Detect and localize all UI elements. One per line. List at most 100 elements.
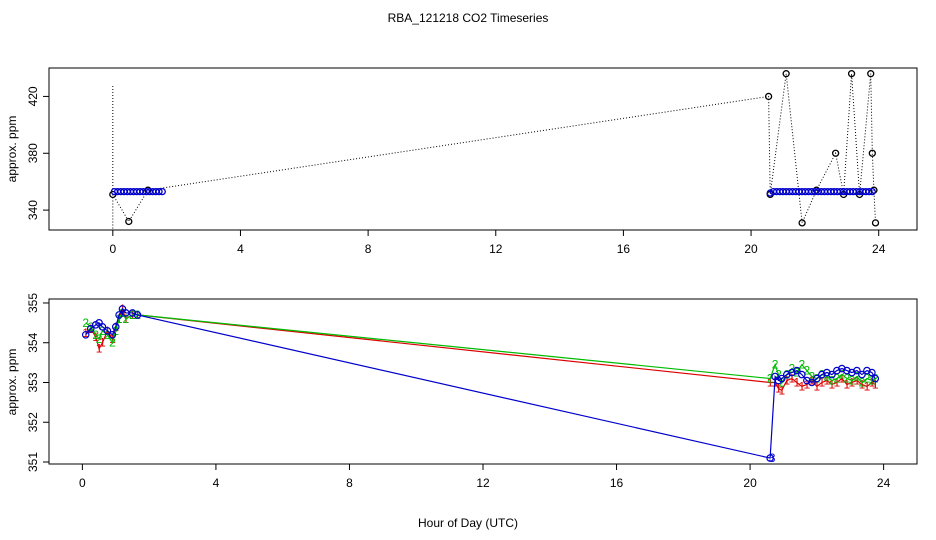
top-series-1-point: [158, 187, 166, 196]
series-3-point: [863, 366, 871, 375]
series-1-point: 1: [803, 377, 810, 391]
series-3-point: [86, 325, 95, 333]
top-panel: approx. ppm 0 4 8 12 16 20 24 340 380 420: [5, 67, 918, 256]
series-3-point: [133, 311, 142, 319]
series-2-point: 2: [116, 312, 123, 326]
series-1-point: 1: [788, 372, 795, 386]
series-2-point: 2: [808, 370, 815, 384]
top-series-0-point: [870, 186, 878, 194]
series-3-point: [103, 327, 112, 335]
series-1-point: 1: [872, 377, 879, 391]
top-x-tick-label: 4: [237, 242, 244, 256]
top-series-0-point: [847, 70, 856, 78]
bottom-x-tick-label: 4: [213, 476, 220, 490]
bottom-y-tick-label: 354: [26, 332, 40, 352]
series-1-point: 1: [834, 375, 841, 389]
series-1-point: 1: [814, 379, 821, 393]
series-3-point: [803, 376, 811, 385]
series-3-point: [98, 323, 107, 331]
series-2-point: 2: [112, 324, 119, 338]
series-1-point: 1: [109, 332, 116, 346]
series-1-point: 1: [869, 375, 876, 389]
top-y-tick-label: 420: [26, 86, 40, 106]
series-3-point: [871, 374, 880, 383]
top-series-0-point: [871, 219, 880, 227]
series-2-point: 2: [87, 320, 94, 334]
series-2-point: 2: [104, 328, 111, 342]
bottom-x-tick-label: 8: [346, 476, 353, 490]
series-2-point: 2: [834, 372, 841, 386]
bottom-x-tick-label: 12: [476, 476, 490, 490]
series-2-point: 2: [864, 372, 871, 386]
series-3-point: [858, 370, 866, 379]
top-series-0-point: [782, 70, 790, 78]
top-series-0-point: [831, 149, 840, 157]
bottom-x-tick-label: 16: [610, 476, 624, 490]
series-3-point: [798, 370, 806, 379]
series-3-point: [868, 368, 876, 377]
series-3-point: [853, 366, 861, 375]
series-3-point: [115, 311, 123, 319]
top-x-tick-label: 16: [617, 242, 631, 256]
series-3-point: [833, 366, 841, 375]
series-3-line: [85, 307, 876, 459]
top-series-0-point: [144, 186, 152, 194]
series-1-point: 1: [829, 377, 836, 391]
series-3-point: [843, 366, 851, 375]
series-1-point: 1: [775, 381, 782, 395]
series-1-point: 1: [767, 375, 774, 389]
series-3-point: [782, 370, 791, 379]
series-3-point: [838, 364, 846, 373]
bottom-y-tick-label: 352: [26, 412, 40, 432]
series-3-point: [788, 368, 796, 377]
top-series-1-point: [865, 187, 873, 196]
top-series-1-point: [155, 187, 163, 196]
bottom-y-axis-label: approx. ppm: [5, 349, 19, 416]
series-2-point: 2: [772, 358, 779, 372]
series-1-point: 1: [92, 330, 99, 344]
top-x-tick-label: 8: [365, 242, 372, 256]
series-2-point: 2: [775, 368, 782, 382]
top-series-0-line: [112, 73, 877, 225]
series-2-point: 2: [859, 375, 866, 389]
top-y-axis-label: approx. ppm: [5, 116, 19, 183]
series-1-point: 1: [778, 383, 785, 397]
x-axis-label: Hour of Day (UTC): [418, 516, 518, 530]
series-3-point: [808, 378, 816, 387]
series-3-point: [813, 374, 821, 383]
series-2-point: 2: [824, 370, 831, 384]
series-2-point: 2: [778, 375, 785, 389]
bottom-y-tick-label: 355: [26, 293, 40, 313]
top-y-tick-label: 340: [26, 200, 40, 220]
series-2-point: 2: [99, 324, 106, 338]
series-1-point: 1: [854, 374, 861, 388]
bottom-x-tick-label: 20: [743, 476, 757, 490]
series-2-point: 2: [844, 372, 851, 386]
top-series-0-point: [764, 92, 773, 101]
series-2-point: 2: [872, 372, 879, 386]
series-2-point: 2: [96, 332, 103, 346]
bottom-y-tick-label: 353: [26, 372, 40, 392]
series-1-point: 1: [849, 375, 856, 389]
series-2-point: 2: [849, 374, 856, 388]
series-3-point: [128, 309, 137, 317]
series-3-point: [111, 323, 120, 331]
series-3-point: [108, 330, 117, 339]
top-series-1-point: [868, 187, 876, 196]
top-series-0-point: [798, 219, 806, 227]
chart-title: RBA_121218 CO2 Timeseries: [388, 11, 549, 25]
top-y-tick-label: 380: [26, 143, 40, 163]
series-3-outlier-label: 3: [769, 451, 776, 465]
series-3-point: [823, 368, 831, 377]
top-x-tick-label: 12: [489, 242, 503, 256]
series-1-point: 1: [82, 326, 89, 340]
series-1-point: 1: [864, 379, 871, 393]
bottom-x-tick-label: 24: [877, 476, 891, 490]
series-2-point: 2: [767, 372, 774, 386]
series-2-point: 2: [803, 364, 810, 378]
top-x-tick-label: 24: [872, 242, 886, 256]
series-2-point: 2: [129, 308, 136, 322]
series-1-point: 1: [99, 336, 106, 350]
top-series-0-point: [868, 149, 876, 157]
